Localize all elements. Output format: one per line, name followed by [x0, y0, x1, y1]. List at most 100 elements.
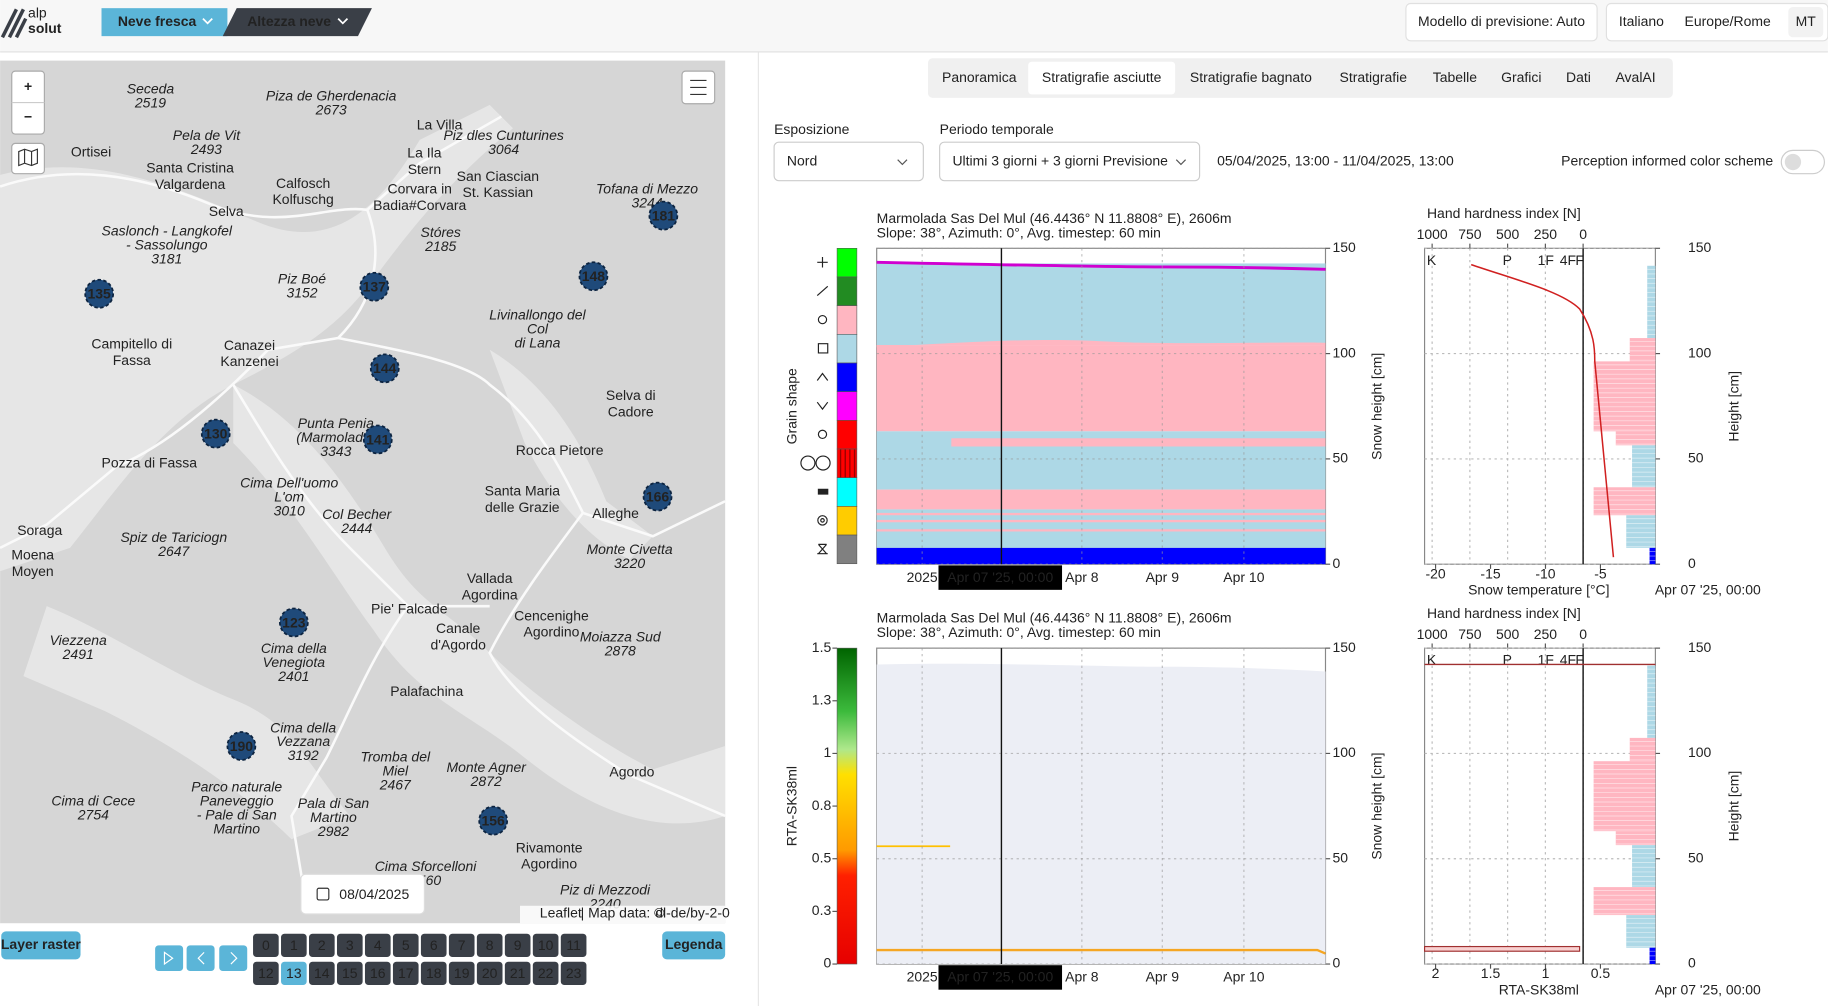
station-marker[interactable] — [200, 418, 231, 449]
hour-label[interactable]: 6 — [430, 937, 438, 953]
hour-label[interactable]: 0 — [262, 937, 270, 953]
station-marker[interactable] — [362, 424, 393, 455]
tab[interactable]: Stratigrafie asciutte — [1042, 69, 1162, 85]
hour-button[interactable] — [281, 961, 307, 986]
station-marker-label[interactable]: 135 — [88, 286, 112, 302]
button[interactable] — [1, 931, 81, 960]
station-marker[interactable] — [578, 261, 609, 292]
hour-label[interactable]: 9 — [514, 937, 522, 953]
language-select[interactable]: Italiano — [1619, 13, 1664, 29]
hour-button[interactable] — [532, 961, 559, 986]
tab[interactable]: AvalAI — [1616, 69, 1656, 85]
hour-button[interactable] — [476, 961, 503, 986]
station-marker[interactable] — [226, 731, 257, 761]
hour-label[interactable]: 8 — [486, 937, 494, 953]
station-marker[interactable] — [642, 481, 673, 512]
playback-button[interactable] — [155, 945, 184, 972]
station-marker-label[interactable]: 123 — [282, 614, 306, 630]
hour-label[interactable]: 20 — [482, 965, 498, 981]
station-marker-label[interactable]: 181 — [652, 208, 676, 224]
button[interactable] — [662, 931, 726, 960]
hour-button[interactable] — [448, 933, 475, 958]
hour-label[interactable]: 16 — [370, 965, 386, 981]
hour-label[interactable]: 13 — [286, 965, 302, 981]
hour-button[interactable] — [336, 961, 363, 986]
attribution-link[interactable]: dl-de/by-2-0 — [655, 905, 730, 921]
hour-label[interactable]: 15 — [342, 965, 358, 981]
button[interactable] — [222, 8, 372, 37]
hour-label[interactable]: 17 — [398, 965, 414, 981]
hour-button[interactable] — [476, 933, 503, 958]
zoom-in[interactable]: + — [24, 78, 32, 94]
hour-label[interactable]: 21 — [510, 965, 526, 981]
date-picker[interactable] — [300, 873, 425, 915]
hour-label[interactable]: 3 — [346, 937, 354, 953]
station-marker[interactable] — [369, 353, 400, 384]
hour-label[interactable]: 2 — [318, 937, 326, 953]
user-menu[interactable]: MT — [1796, 13, 1817, 29]
hour-label[interactable]: 4 — [374, 937, 382, 953]
tab[interactable]: Dati — [1566, 69, 1591, 85]
hour-label[interactable]: 5 — [402, 937, 410, 953]
attribution-link[interactable]: Leaflet — [540, 905, 582, 921]
tab[interactable]: Tabelle — [1433, 69, 1477, 85]
hour-button[interactable] — [504, 933, 531, 958]
tab[interactable]: Stratigrafie — [1340, 69, 1408, 85]
station-marker-label[interactable]: 144 — [373, 360, 397, 376]
station-marker[interactable] — [84, 278, 115, 309]
select[interactable] — [773, 141, 924, 182]
button-label[interactable]: Legenda — [665, 936, 723, 952]
hour-label[interactable]: 22 — [538, 965, 554, 981]
station-marker-label[interactable]: 130 — [204, 425, 228, 441]
hour-button[interactable] — [336, 933, 363, 958]
date-value[interactable]: 08/04/2025 — [339, 886, 409, 902]
select-value[interactable]: Nord — [787, 153, 817, 169]
zoom-out[interactable]: − — [24, 108, 32, 124]
hour-button[interactable] — [392, 933, 419, 958]
button[interactable] — [1405, 2, 1598, 42]
playback-button[interactable] — [219, 945, 248, 972]
button-label[interactable]: Layer raster — [1, 936, 82, 952]
station-marker-label[interactable]: 141 — [366, 431, 390, 447]
hour-button[interactable] — [364, 933, 391, 958]
hour-button[interactable] — [560, 961, 587, 986]
hour-button[interactable] — [309, 933, 335, 958]
station-marker-label[interactable]: 148 — [582, 268, 606, 284]
hour-button[interactable] — [504, 961, 531, 986]
hour-label[interactable]: 19 — [454, 965, 470, 981]
hour-label[interactable]: 10 — [538, 937, 554, 953]
tab[interactable]: Grafici — [1501, 69, 1541, 85]
timezone-select[interactable]: Europe/Rome — [1685, 13, 1771, 29]
tab[interactable]: Stratigrafie bagnato — [1190, 69, 1312, 85]
select[interactable] — [939, 141, 1201, 182]
hour-label[interactable]: 7 — [458, 937, 466, 953]
model-select[interactable]: Modello di previsione: Auto — [1418, 13, 1585, 29]
hour-label[interactable]: 23 — [566, 965, 582, 981]
hour-button[interactable] — [364, 961, 391, 986]
station-marker[interactable] — [278, 607, 309, 638]
button-label[interactable]: Altezza neve — [247, 13, 331, 29]
select-value[interactable]: Ultimi 3 giorni + 3 giorni Previsione — [952, 153, 1168, 169]
hour-button[interactable] — [253, 933, 279, 958]
hour-label[interactable]: 1 — [290, 937, 298, 953]
hour-button[interactable] — [253, 961, 279, 986]
hour-button[interactable] — [281, 933, 307, 958]
station-marker[interactable] — [478, 805, 509, 836]
hour-button[interactable] — [392, 961, 419, 986]
hour-label[interactable]: 12 — [258, 965, 274, 981]
tab[interactable]: Panoramica — [942, 69, 1017, 85]
hour-button[interactable] — [420, 961, 447, 986]
layers-button[interactable] — [11, 142, 45, 175]
hour-label[interactable]: 18 — [426, 965, 442, 981]
station-marker-label[interactable]: 166 — [646, 488, 670, 504]
station-marker[interactable] — [359, 271, 390, 302]
hour-label[interactable]: 11 — [566, 937, 581, 953]
hour-button[interactable] — [532, 933, 559, 958]
button-label[interactable]: Neve fresca — [118, 13, 197, 29]
station-marker-label[interactable]: 190 — [230, 738, 254, 754]
station-marker-label[interactable]: 137 — [363, 279, 387, 295]
hour-button[interactable] — [448, 961, 475, 986]
playback-button[interactable] — [186, 945, 215, 972]
station-marker-label[interactable]: 156 — [482, 813, 506, 829]
hour-button[interactable] — [560, 933, 587, 958]
